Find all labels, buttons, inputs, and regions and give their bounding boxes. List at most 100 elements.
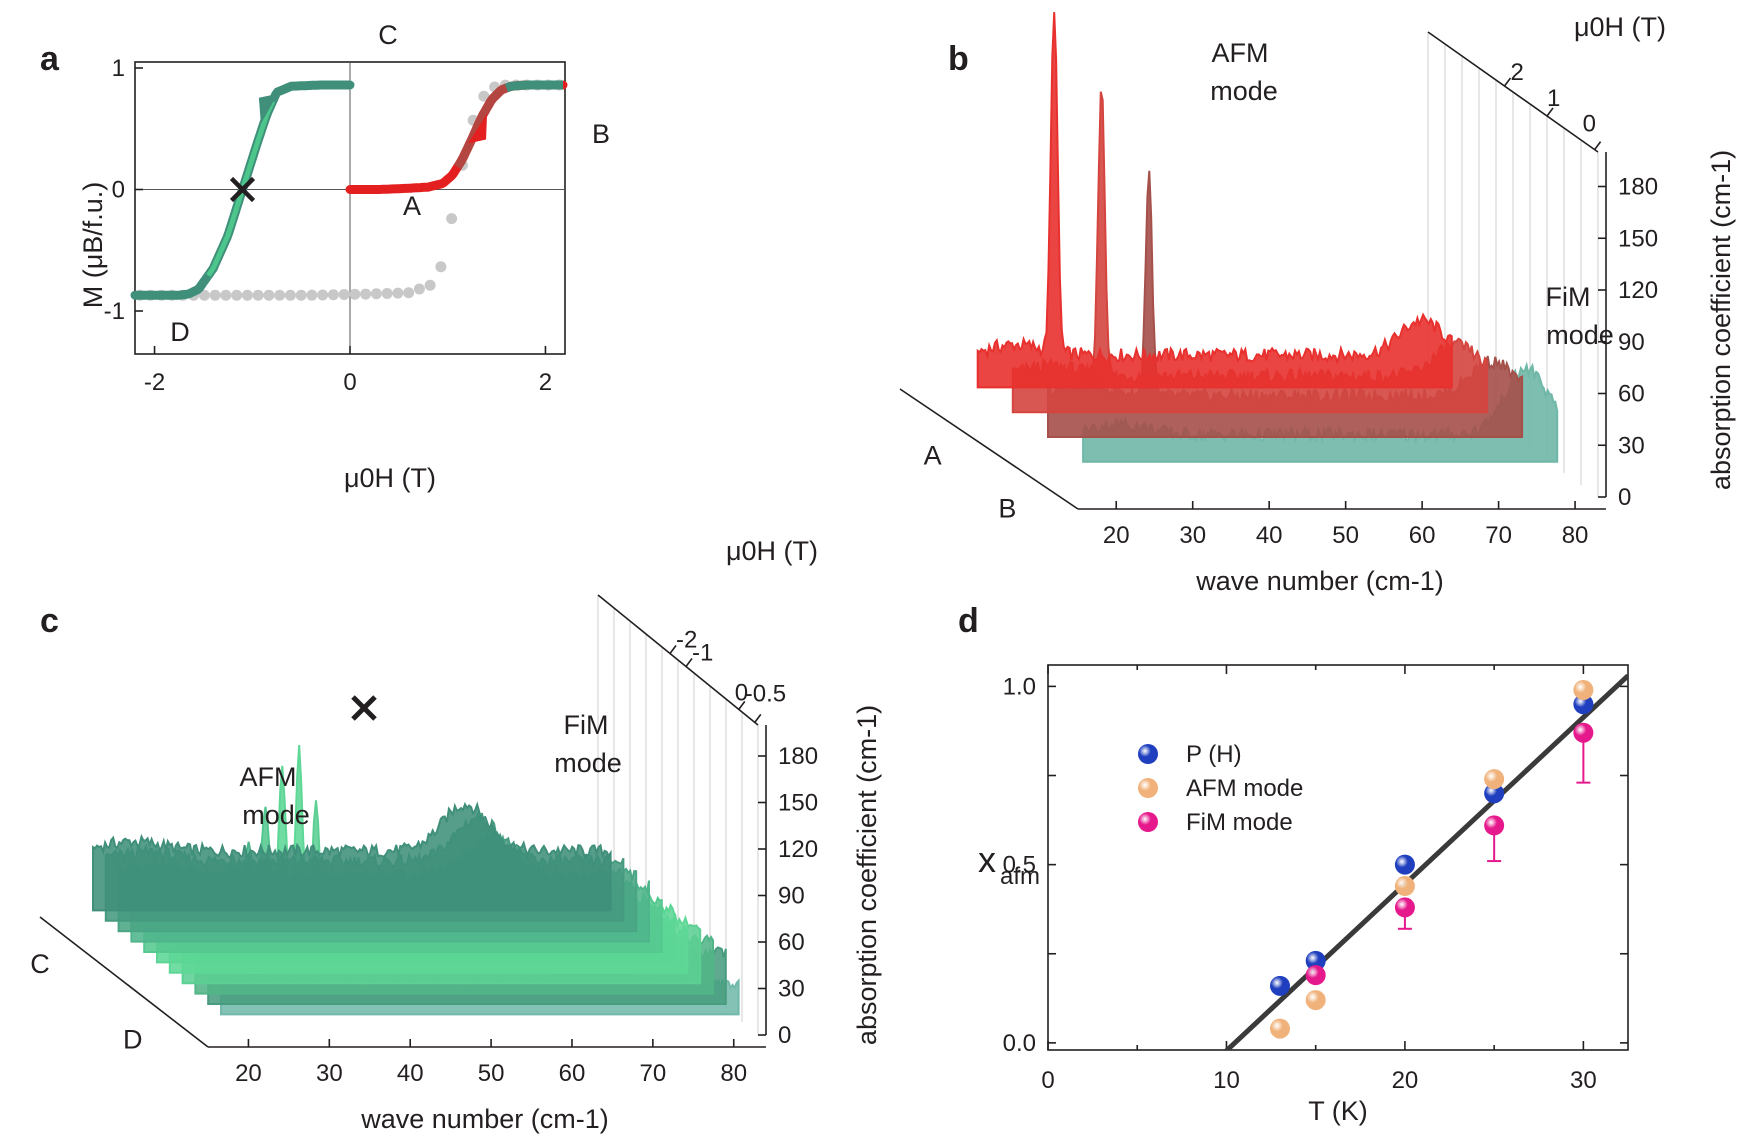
- panel-d-xtick-label: 20: [1392, 1067, 1419, 1094]
- panel-d-point-0: [1305, 950, 1326, 971]
- panel-d-series: [1223, 673, 1628, 1050]
- depth-tick: [1593, 141, 1602, 151]
- panel-a-dot-point: [403, 287, 415, 299]
- panel-d-legend-label: FiM mode: [1186, 809, 1293, 836]
- panel-d-ylabel-subscript: afm: [1000, 863, 1040, 890]
- z-tick-label: 150: [778, 790, 818, 817]
- panel-d-point-2: [1484, 815, 1505, 836]
- panel-d-point-1: [1573, 679, 1594, 700]
- z-tick-label: 30: [778, 976, 805, 1003]
- x-tick-label: 60: [559, 1060, 586, 1087]
- panel-a-dot-point: [295, 289, 307, 301]
- panel-a-dot-point: [327, 289, 339, 301]
- panel-a-dot-point: [349, 288, 361, 300]
- panel-a-dot-point: [241, 289, 253, 301]
- panel-a-dot-point: [381, 287, 393, 299]
- panel-a-dot-point: [360, 288, 372, 300]
- x-tick-label: 40: [397, 1060, 424, 1087]
- panel-a-dot-point: [392, 287, 404, 299]
- panel-d-frame: [1047, 664, 1629, 1051]
- panel-c-label: c: [40, 602, 59, 640]
- z-tick-label: 180: [1618, 174, 1658, 201]
- panel-a-annotation-b: B: [592, 119, 610, 149]
- panel-d-ytick-label: 0.0: [1003, 1030, 1036, 1057]
- x-tick-label: 50: [1332, 522, 1359, 549]
- panel-d-legend-marker: [1138, 778, 1158, 798]
- panel-d-point-1: [1305, 990, 1326, 1011]
- depth-label: D: [123, 1024, 143, 1054]
- depth-label: B: [998, 493, 1016, 523]
- depth-tick: [754, 713, 762, 723]
- depth-tick: [1546, 107, 1554, 117]
- panel-c-ylabel: absorption coefficient (cm-1): [852, 705, 882, 1045]
- panel-c-afm-line1: AFM: [240, 762, 297, 792]
- panel-a-dot-point: [284, 289, 296, 301]
- depth-tick-label: -1: [692, 640, 713, 667]
- x-tick-label: 30: [1179, 522, 1206, 549]
- depth-tick: [1503, 77, 1512, 87]
- panel-a-virgin-curve-shade: [453, 81, 515, 170]
- panel-a-dot-point: [220, 289, 232, 301]
- panel-c-zlabel: μ0H (T): [726, 536, 818, 566]
- panel-d-point-1: [1394, 876, 1415, 897]
- panel-d-ticks: 0 10 20 30 0.0 0.5 1.0: [1003, 665, 1628, 1094]
- panel-c-cross-marker: [351, 695, 377, 721]
- panel-c-afm-line2: mode: [242, 800, 310, 830]
- panel-a: a -2 0 2 -1 0 1 C A B D μ0H (T) M (μB/f.u.): [40, 20, 610, 493]
- panel-d-point-2: [1305, 965, 1326, 986]
- depth-tick: [738, 700, 746, 710]
- panel-d-legend-label: AFM mode: [1186, 775, 1303, 802]
- panel-c-fim-line1: FiM: [564, 710, 609, 740]
- depth-tick-label: 0: [735, 679, 748, 706]
- panel-b-zlabel: μ0H (T): [1574, 12, 1666, 42]
- x-tick-label: 40: [1256, 522, 1283, 549]
- z-tick-label: 90: [778, 883, 805, 910]
- panel-d-point-0: [1573, 694, 1594, 715]
- panel-a-dot-point: [317, 289, 329, 301]
- depth-tick: [685, 658, 693, 667]
- panel-b-afm-line2: mode: [1210, 76, 1278, 106]
- depth-tick-label: -2: [676, 627, 697, 654]
- z-tick-label: 120: [1618, 277, 1658, 304]
- panel-d-point-1: [1270, 1018, 1290, 1039]
- z-tick-label: 180: [778, 743, 818, 770]
- z-tick-label: 90: [1618, 329, 1645, 356]
- panel-a-dot-point: [274, 289, 286, 301]
- panel-a-arrow-down: [258, 93, 278, 124]
- panel-a-dot-point: [263, 289, 275, 301]
- panel-a-annotation-d: D: [170, 317, 190, 347]
- depth-tick-label: 0: [1583, 111, 1596, 138]
- depth-tick-label: 1: [1547, 85, 1560, 112]
- depth-axis-top: [597, 594, 759, 726]
- x-tick-label: 70: [640, 1060, 667, 1087]
- z-tick-label: 150: [1618, 225, 1658, 252]
- panel-a-dot-point: [435, 261, 447, 273]
- panel-a-arrow-up: [468, 113, 488, 144]
- panel-d-xtick-label: 0: [1041, 1067, 1054, 1094]
- panel-d-xtick-label: 10: [1213, 1067, 1240, 1094]
- panel-b-fim-line2: mode: [1546, 320, 1614, 350]
- trace-0: [976, 12, 1453, 389]
- panel-a-annotation-a: A: [403, 191, 421, 221]
- depth-label: C: [30, 949, 50, 979]
- depth-axis: [39, 916, 209, 1048]
- panel-b-fim-line1: FiM: [1546, 282, 1591, 312]
- z-tick-label: 0: [778, 1022, 791, 1049]
- trace-0: [92, 801, 612, 912]
- panel-a-dot-point: [413, 283, 425, 295]
- panel-a-dot-point: [424, 279, 436, 291]
- panel-a-dot-point: [306, 289, 318, 301]
- x-tick-label: 50: [478, 1060, 505, 1087]
- panel-a-virgin-curve: [345, 80, 568, 194]
- panel-d-point-0: [1484, 783, 1505, 804]
- panel-d-ytick-label: 1.0: [1003, 673, 1036, 700]
- panel-d-fit-line: [1223, 673, 1628, 1050]
- x-tick-label: 80: [720, 1060, 747, 1087]
- depth-label: A: [924, 441, 942, 471]
- z-tick-label: 60: [778, 929, 805, 956]
